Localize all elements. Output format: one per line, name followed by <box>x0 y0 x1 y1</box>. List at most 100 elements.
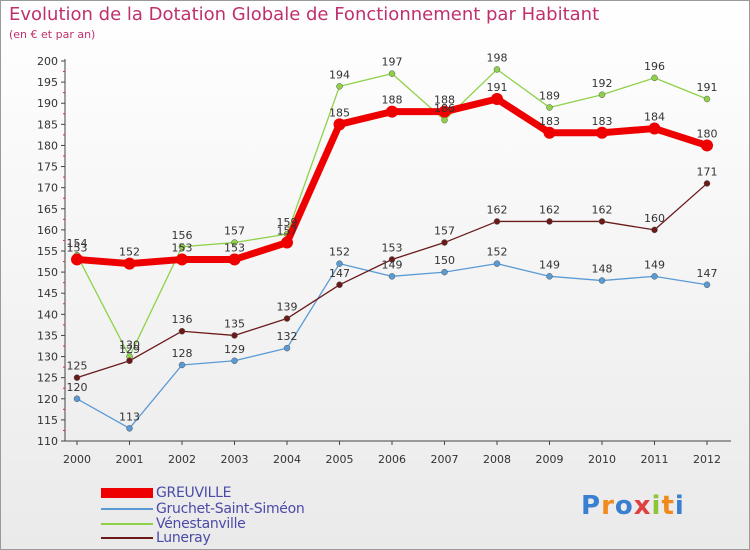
legend-label-gruchet: Gruchet-Saint-Siméon <box>156 501 305 517</box>
data-label: 188 <box>434 94 455 107</box>
legend-item-gruchet: Gruchet-Saint-Siméon <box>101 501 305 517</box>
data-point <box>598 218 606 225</box>
data-label: 153 <box>67 241 88 254</box>
logo-letter: P <box>581 491 602 521</box>
data-label: 160 <box>644 212 665 225</box>
data-point <box>388 273 396 280</box>
x-tick-label: 2008 <box>483 453 511 466</box>
data-label: 150 <box>434 254 455 267</box>
data-label: 198 <box>487 51 508 64</box>
data-point <box>231 332 238 339</box>
data-label: 136 <box>172 313 193 326</box>
series-line <box>76 263 708 429</box>
data-label: 147 <box>697 267 718 280</box>
data-point <box>491 93 503 105</box>
data-label: 153 <box>172 241 193 254</box>
data-point <box>703 180 711 187</box>
data-label: 149 <box>539 258 560 271</box>
y-tick-label: 175 <box>37 161 58 174</box>
data-point <box>336 83 343 90</box>
data-point <box>71 253 83 266</box>
data-label: 183 <box>592 115 613 128</box>
data-point <box>386 105 398 118</box>
x-tick-label: 2009 <box>536 453 564 466</box>
y-tick-label: 125 <box>37 372 58 385</box>
data-label: 129 <box>224 343 245 356</box>
legend-label-luneray: Luneray <box>156 530 211 546</box>
data-label: 128 <box>172 347 193 360</box>
data-point <box>493 218 501 225</box>
data-label: 139 <box>277 301 298 314</box>
data-label: 194 <box>329 68 350 81</box>
data-label: 159 <box>277 216 298 229</box>
data-point <box>388 256 396 263</box>
data-point <box>126 425 133 432</box>
data-label: 192 <box>592 77 613 90</box>
data-label: 185 <box>329 106 350 119</box>
data-label: 153 <box>224 241 245 254</box>
data-label: 183 <box>539 115 560 128</box>
data-label: 196 <box>644 60 665 73</box>
data-point <box>701 139 713 152</box>
y-tick-label: 180 <box>37 139 58 152</box>
x-tick-label: 2011 <box>641 453 669 466</box>
legend-label-venestanville: Vénestanville <box>156 516 246 532</box>
y-tick-label: 140 <box>37 308 58 321</box>
legend-swatch <box>101 508 153 510</box>
data-point <box>228 253 241 266</box>
data-label: 186 <box>434 102 455 115</box>
logo-letter: r <box>601 491 615 521</box>
data-label: 153 <box>382 241 403 254</box>
y-tick-label: 150 <box>37 266 58 279</box>
y-tick-label: 115 <box>37 414 58 427</box>
data-point <box>543 126 556 139</box>
y-tick-label: 185 <box>37 118 58 131</box>
data-label: 157 <box>277 225 298 238</box>
data-point <box>493 66 501 73</box>
data-point <box>126 357 133 365</box>
x-tick-label: 2003 <box>221 453 249 466</box>
data-label: 149 <box>382 258 403 271</box>
data-point <box>176 253 188 266</box>
data-point <box>231 239 238 246</box>
data-label: 197 <box>382 56 403 69</box>
logo-letter: o <box>614 491 634 521</box>
data-label: 125 <box>67 360 88 373</box>
data-label: 184 <box>644 111 665 124</box>
y-tick-label: 120 <box>37 393 58 406</box>
data-label: 157 <box>224 225 245 238</box>
y-tick-label: 145 <box>37 287 58 300</box>
data-label: 147 <box>329 267 350 280</box>
x-tick-label: 2012 <box>693 453 721 466</box>
data-point <box>283 315 291 322</box>
data-label: 148 <box>592 263 613 276</box>
data-point <box>441 268 448 276</box>
data-label: 162 <box>487 203 508 216</box>
data-label: 130 <box>119 339 140 352</box>
y-tick-label: 130 <box>37 351 58 364</box>
data-label: 120 <box>67 381 88 394</box>
data-label: 156 <box>172 229 193 242</box>
data-point <box>651 226 658 234</box>
logo-letter: i <box>651 491 662 521</box>
data-point <box>703 281 711 289</box>
logo-letter: t <box>661 491 675 521</box>
x-tick-label: 2007 <box>431 453 459 466</box>
legend-item-venestanville: Vénestanville <box>101 516 246 532</box>
data-point <box>178 327 186 335</box>
data-label: 154 <box>67 237 88 250</box>
data-point <box>438 105 451 118</box>
data-label: 152 <box>329 246 350 259</box>
data-label: 171 <box>697 165 718 178</box>
data-label: 157 <box>434 225 455 238</box>
x-tick-label: 2002 <box>168 453 196 466</box>
chart-title: Evolution de la Dotation Globale de Fonc… <box>9 4 600 25</box>
data-label: 189 <box>539 89 560 102</box>
data-point <box>123 257 136 270</box>
data-point <box>388 70 396 77</box>
y-tick-label: 155 <box>37 245 58 258</box>
data-label: 162 <box>592 203 613 216</box>
y-tick-label: 160 <box>37 224 58 237</box>
data-point <box>283 344 291 352</box>
